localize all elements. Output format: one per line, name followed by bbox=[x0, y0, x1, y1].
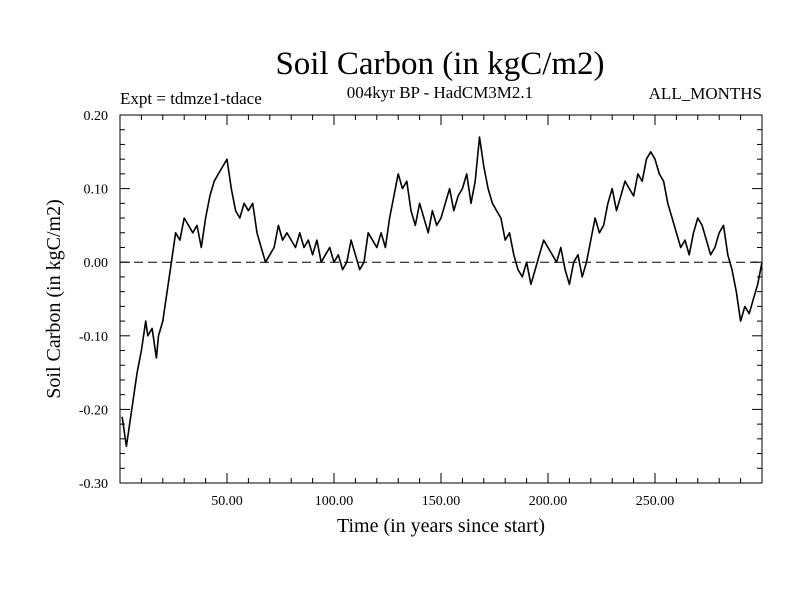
chart-title: Soil Carbon (in kgC/m2) bbox=[275, 46, 604, 82]
x-axis-label: Time (in years since start) bbox=[337, 515, 545, 537]
y-tick-label: -0.30 bbox=[79, 477, 108, 492]
x-tick-label: 100.00 bbox=[315, 494, 354, 509]
soil-carbon-series-line bbox=[121, 136, 763, 448]
y-tick-label: -0.10 bbox=[79, 330, 108, 345]
period-model-label: 004kyr BP - HadCM3M2.1 bbox=[347, 83, 533, 102]
axis-ticks bbox=[120, 114, 762, 484]
y-tick-label: 0.00 bbox=[84, 256, 109, 271]
y-tick-labels: -0.30 -0.20 -0.10 0.00 0.10 0.20 bbox=[79, 109, 108, 492]
x-tick-label: 250.00 bbox=[636, 494, 675, 509]
x-tick-label: 150.00 bbox=[422, 494, 461, 509]
x-tick-label: 50.00 bbox=[211, 494, 243, 509]
y-tick-label: 0.10 bbox=[84, 183, 109, 198]
experiment-label: Expt = tdmze1-tdace bbox=[120, 89, 262, 108]
x-tick-label: 200.00 bbox=[529, 494, 568, 509]
y-tick-label: 0.20 bbox=[84, 109, 109, 124]
x-tick-labels: 50.00 100.00 150.00 200.00 250.00 bbox=[211, 494, 674, 509]
y-tick-label: -0.20 bbox=[79, 403, 108, 418]
months-label: ALL_MONTHS bbox=[649, 84, 762, 103]
plot-frame bbox=[119, 114, 763, 484]
y-axis-label: Soil Carbon (in kgC/m2) bbox=[43, 199, 65, 398]
